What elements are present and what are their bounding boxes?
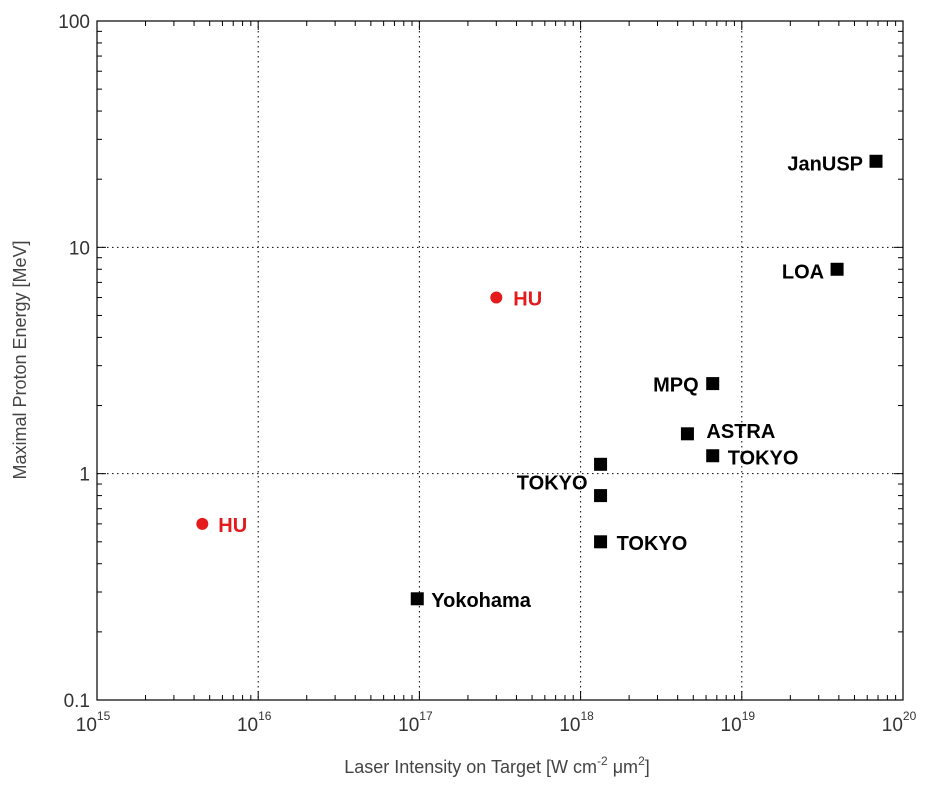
data-point-square xyxy=(594,489,608,503)
y-tick-label: 10 xyxy=(69,238,90,259)
data-point-circle xyxy=(490,291,503,304)
plot-frame xyxy=(96,20,904,701)
axis-ticks xyxy=(96,20,904,701)
data-point-square xyxy=(594,535,608,549)
data-label: LOA xyxy=(782,261,824,283)
data-label: TOKYO xyxy=(617,533,688,555)
data-label: MPQ xyxy=(653,375,699,397)
data-point-square xyxy=(830,262,844,276)
y-axis-label: Maximal Proton Energy [MeV] xyxy=(10,240,30,479)
x-tick-label: 1016 xyxy=(237,709,272,736)
data-point-square xyxy=(706,449,720,463)
data-point-square xyxy=(410,592,424,606)
data-point-square xyxy=(680,427,694,441)
y-tick-label: 0.1 xyxy=(64,691,90,712)
data-label: HU xyxy=(218,515,247,537)
data-label: HU xyxy=(513,289,542,311)
y-tick-label: 100 xyxy=(58,12,90,33)
data-label: TOKYO xyxy=(517,472,588,494)
data-labels: HU HU Yokohama TOKYO TOKYO ASTRA MPQ TOKYO LOA Ja… xyxy=(218,153,863,612)
data-label: JanUSP xyxy=(787,153,863,175)
x-tick-label: 1020 xyxy=(882,709,917,736)
y-tick-label: 1 xyxy=(79,465,90,486)
data-point-square xyxy=(869,154,883,168)
tick-labels: 1015 1016 1017 1018 1019 1020 0.1 1 10 100 xyxy=(58,12,916,736)
data-label: ASTRA xyxy=(706,421,775,443)
x-tick-label: 1019 xyxy=(721,709,756,736)
x-tick-label: 1015 xyxy=(76,709,111,736)
data-point-circle xyxy=(196,517,209,530)
x-tick-label: 1018 xyxy=(559,709,594,736)
data-points xyxy=(196,154,883,606)
data-label: Yokohama xyxy=(431,590,532,612)
data-point-square xyxy=(594,457,608,471)
data-point-square xyxy=(706,377,720,391)
grid-lines xyxy=(97,21,903,700)
x-tick-label: 1017 xyxy=(398,709,433,736)
data-label: TOKYO xyxy=(728,448,799,470)
x-axis-label: Laser Intensity on Target [W cm-2 μm2] xyxy=(344,754,650,777)
